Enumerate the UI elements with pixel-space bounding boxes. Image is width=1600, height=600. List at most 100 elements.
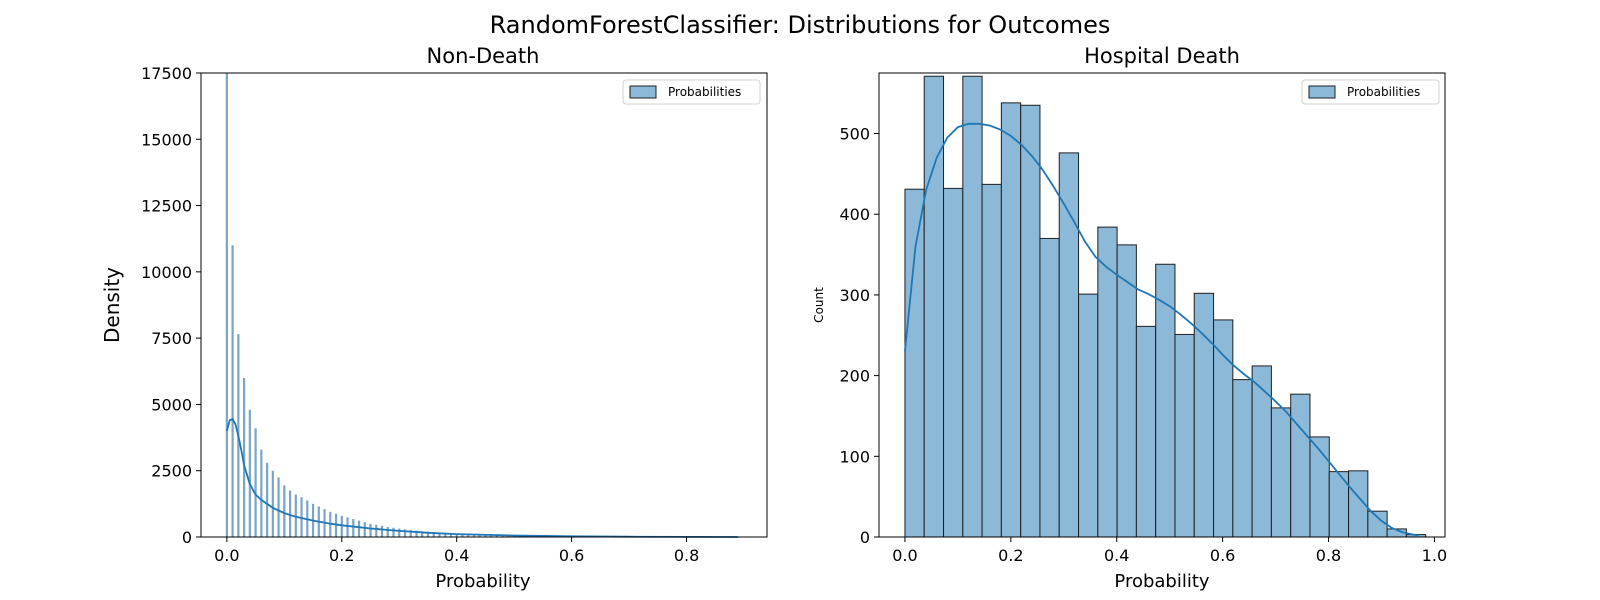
histogram-bar xyxy=(231,245,234,538)
histogram-bar xyxy=(1367,510,1388,538)
histogram-bar xyxy=(1232,379,1253,538)
non-death-legend-label: Probabilities xyxy=(668,85,741,99)
histogram-bar xyxy=(1020,104,1041,538)
histogram-bar xyxy=(248,409,251,537)
histogram-bar xyxy=(357,520,361,537)
histogram-bar xyxy=(962,75,983,538)
histogram-bar xyxy=(461,533,464,537)
histogram-bar xyxy=(478,534,481,537)
hospital-death-y-ticks: 0 100 200 300 400 500 xyxy=(839,125,879,547)
histogram-bar xyxy=(386,526,389,537)
x-tick-label: 0.8 xyxy=(1316,546,1341,565)
histogram-bar xyxy=(943,187,964,538)
histogram-bar xyxy=(467,534,470,537)
y-tick-label: 200 xyxy=(839,367,870,386)
histogram-bar xyxy=(449,533,453,537)
histogram-bar xyxy=(1155,263,1176,538)
histogram-bar xyxy=(484,534,487,537)
histogram-bar xyxy=(472,534,476,537)
y-tick-label: 0 xyxy=(860,528,870,547)
histogram-bar xyxy=(981,183,1002,538)
histogram-bar xyxy=(254,428,257,537)
histogram-bar xyxy=(300,497,303,537)
x-tick-label: 0.4 xyxy=(1104,546,1129,565)
non-death-plot-frame xyxy=(200,72,768,538)
histogram-bar xyxy=(1135,325,1157,538)
histogram-bar xyxy=(1174,333,1195,538)
histogram-bar xyxy=(1290,393,1311,538)
y-tick-label: 0 xyxy=(182,528,192,547)
y-tick-label: 7500 xyxy=(151,329,192,348)
non-death-legend-swatch xyxy=(629,85,657,99)
histogram-bar xyxy=(495,535,499,537)
hospital-death-x-label: Probability xyxy=(1114,571,1209,592)
histogram-bar xyxy=(352,518,355,537)
y-tick-label: 10000 xyxy=(141,263,192,282)
histogram-bar xyxy=(288,490,292,537)
histogram-bar xyxy=(455,533,458,537)
non-death-kde-line xyxy=(226,417,739,538)
histogram-bar xyxy=(277,477,280,537)
histogram-bar xyxy=(1251,365,1272,538)
histogram-bar xyxy=(507,535,510,537)
histogram-bar xyxy=(369,523,372,537)
non-death-y-ticks: 0 2500 5000 7500 10000 12500 15000 17500 xyxy=(141,64,201,547)
histogram-bar xyxy=(904,188,925,538)
histogram-bar xyxy=(426,531,430,537)
histogram-bar xyxy=(923,75,945,538)
histogram-bar xyxy=(260,449,263,537)
histogram-bar xyxy=(409,530,412,537)
hospital-death-legend-swatch xyxy=(1308,85,1336,99)
non-death-x-label: Probability xyxy=(435,571,530,592)
histogram-bar xyxy=(225,73,228,537)
y-tick-label: 17500 xyxy=(141,64,192,83)
y-tick-label: 12500 xyxy=(141,197,192,216)
x-tick-label: 0.8 xyxy=(674,546,699,565)
y-tick-label: 15000 xyxy=(141,130,192,149)
histogram-bar xyxy=(1213,319,1234,538)
histogram-bar xyxy=(398,528,401,537)
panel-hospital-death: Hospital Death 0.0 0.2 0.4 0.6 0.8 1.0 0 100 20… xyxy=(812,44,1447,592)
histogram-bar xyxy=(380,525,384,537)
histogram-bar xyxy=(421,531,424,537)
hospital-death-plot-frame xyxy=(878,72,1446,538)
non-death-legend: Probabilities xyxy=(622,79,761,105)
histogram-bar xyxy=(403,529,407,537)
y-tick-label: 5000 xyxy=(151,395,192,414)
histogram-bar xyxy=(1078,293,1099,538)
hospital-death-x-ticks: 0.0 0.2 0.4 0.6 0.8 1.0 xyxy=(892,537,1447,565)
x-tick-label: 0.0 xyxy=(214,546,239,565)
histogram-bar xyxy=(501,535,504,537)
figure-title: RandomForestClassifier: Distributions fo… xyxy=(490,11,1111,39)
histogram-bar xyxy=(444,533,447,537)
x-tick-label: 0.2 xyxy=(329,546,354,565)
y-tick-label: 400 xyxy=(839,205,870,224)
histogram-bar xyxy=(1309,436,1330,538)
y-tick-label: 2500 xyxy=(151,462,192,481)
histogram-bar xyxy=(1039,237,1060,538)
histogram-bar xyxy=(432,532,435,537)
histogram-bar xyxy=(346,517,349,537)
histogram-bar xyxy=(375,524,378,537)
x-tick-label: 0.6 xyxy=(1210,546,1235,565)
non-death-legend-box xyxy=(622,79,761,105)
panel-non-death: Non-Death 0.0 0.2 0.4 0.6 0.8 0 2500 5000 7500 1… xyxy=(100,44,768,592)
x-tick-label: 0.2 xyxy=(998,546,1023,565)
histogram-bar xyxy=(490,535,493,537)
histogram-bar xyxy=(1000,102,1022,538)
histogram-bar xyxy=(415,530,418,537)
panel-title-non-death: Non-Death xyxy=(427,44,540,68)
y-tick-label: 100 xyxy=(839,447,870,466)
histogram-bar xyxy=(340,515,343,537)
histogram-bar xyxy=(283,485,286,537)
non-death-bars xyxy=(225,73,573,538)
histogram-bar xyxy=(265,462,269,537)
histogram-bar xyxy=(1058,152,1080,538)
x-tick-label: 0.6 xyxy=(559,546,584,565)
histogram-bar xyxy=(294,494,297,537)
hospital-death-kde-line xyxy=(904,122,1419,537)
hospital-death-legend: Probabilities xyxy=(1301,79,1440,105)
non-death-x-ticks: 0.0 0.2 0.4 0.6 0.8 xyxy=(214,537,699,565)
histogram-bar xyxy=(242,377,246,537)
